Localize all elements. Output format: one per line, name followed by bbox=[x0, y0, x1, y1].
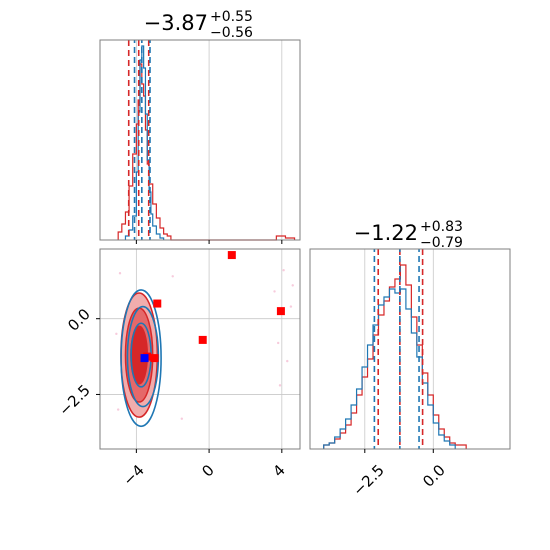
hist2-title-main: −1.22 bbox=[354, 221, 418, 245]
scatter-point bbox=[273, 290, 276, 293]
blue-contour-level bbox=[120, 289, 162, 428]
hist1-frame bbox=[99, 39, 301, 241]
hist1-histogram-series bbox=[124, 45, 165, 240]
red-square-marker bbox=[198, 335, 207, 344]
joint-frame bbox=[99, 248, 301, 450]
joint-xtick-label: 4 bbox=[269, 461, 288, 480]
hist2-title-sup: +0.83 bbox=[420, 219, 463, 235]
scatter-point bbox=[291, 284, 294, 287]
red-square-marker bbox=[276, 307, 285, 316]
joint-xtick-label: 0 bbox=[198, 461, 217, 480]
scatter-point bbox=[115, 332, 118, 336]
blue-square-marker bbox=[140, 354, 149, 363]
hist1-title-sub: −0.56 bbox=[210, 25, 253, 41]
joint-xtick-label: −4 bbox=[119, 461, 147, 489]
hist2-title-sub: −0.79 bbox=[420, 235, 463, 251]
joint-ytick-label: 0.0 bbox=[64, 305, 94, 335]
scatter-point bbox=[278, 384, 282, 387]
scatter-point bbox=[286, 359, 289, 363]
hist1-title-main: −3.87 bbox=[144, 11, 208, 35]
hist1-histogram-series bbox=[117, 63, 296, 241]
scatter-point bbox=[171, 275, 174, 278]
red-square-marker bbox=[153, 299, 162, 308]
hist2-xtick-label: 0.0 bbox=[419, 461, 449, 491]
histogram-panel-parameter-2 bbox=[309, 248, 511, 453]
scatter-point bbox=[289, 305, 293, 308]
scatter-point bbox=[116, 408, 120, 411]
hist2-xtick-label: −2.5 bbox=[349, 461, 387, 499]
scatter-point bbox=[276, 341, 280, 345]
histogram-panel-parameter-1 bbox=[99, 39, 301, 244]
scatter-point bbox=[118, 272, 122, 275]
red-square-marker bbox=[150, 354, 159, 363]
joint-ytick-label: −2.5 bbox=[55, 381, 93, 419]
hist2-histogram-series bbox=[323, 288, 456, 449]
hist1-title-sup: +0.55 bbox=[210, 9, 253, 25]
joint-scatter-contour-panel bbox=[96, 248, 301, 453]
scatter-point bbox=[282, 269, 285, 272]
red-square-marker bbox=[227, 251, 236, 260]
scatter-point bbox=[180, 417, 184, 420]
hist2-frame bbox=[309, 248, 511, 450]
